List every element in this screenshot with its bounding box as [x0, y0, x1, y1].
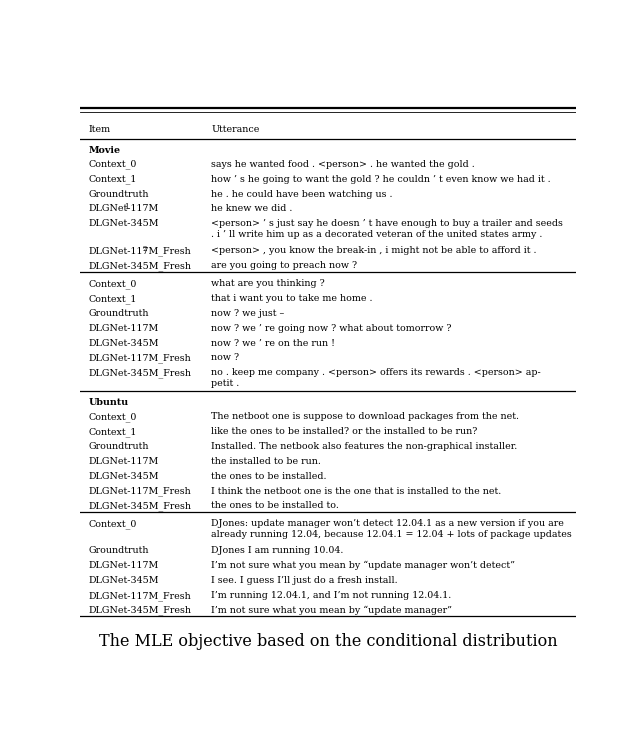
Text: The MLE objective based on the conditional distribution: The MLE objective based on the condition…	[99, 632, 557, 650]
Text: I’m not sure what you mean by “update manager”: I’m not sure what you mean by “update ma…	[211, 606, 452, 615]
Text: says he wanted food . <person> . he wanted the gold .: says he wanted food . <person> . he want…	[211, 160, 475, 169]
Text: Ubuntu: Ubuntu	[89, 398, 129, 407]
Text: Groundtruth: Groundtruth	[89, 190, 149, 199]
Text: DLGNet-117M_Fresh: DLGNet-117M_Fresh	[89, 591, 191, 600]
Text: DLGNet-345M_Fresh: DLGNet-345M_Fresh	[89, 501, 192, 511]
Text: DLGNet-345M_Fresh: DLGNet-345M_Fresh	[89, 368, 192, 378]
Text: 2: 2	[143, 245, 147, 252]
Text: DLGNet-345M: DLGNet-345M	[89, 576, 159, 585]
Text: now ? we ’ re on the run !: now ? we ’ re on the run !	[211, 339, 335, 347]
Text: Context_0: Context_0	[89, 412, 138, 422]
Text: Item: Item	[89, 125, 111, 134]
Text: DLGNet-345M: DLGNet-345M	[89, 339, 159, 347]
Text: the ones to be installed.: the ones to be installed.	[211, 472, 327, 481]
Text: Context_1: Context_1	[89, 175, 138, 185]
Text: DLGNet-345M_Fresh: DLGNet-345M_Fresh	[89, 606, 192, 615]
Text: Context_0: Context_0	[89, 279, 138, 289]
Text: 1: 1	[124, 202, 129, 211]
Text: Context_1: Context_1	[89, 294, 138, 304]
Text: Context_0: Context_0	[89, 160, 138, 170]
Text: I see. I guess I’ll just do a fresh install.: I see. I guess I’ll just do a fresh inst…	[211, 576, 398, 585]
Text: DLGNet-117M: DLGNet-117M	[89, 457, 159, 466]
Text: <person> , you know the break-in , i might not be able to afford it .: <person> , you know the break-in , i mig…	[211, 246, 537, 255]
Text: he knew we did .: he knew we did .	[211, 205, 293, 214]
Text: like the ones to be installed? or the installed to be run?: like the ones to be installed? or the in…	[211, 427, 478, 436]
Text: how ’ s he going to want the gold ? he couldn ’ t even know we had it .: how ’ s he going to want the gold ? he c…	[211, 175, 551, 184]
Text: Groundtruth: Groundtruth	[89, 442, 149, 451]
Text: that i want you to take me home .: that i want you to take me home .	[211, 294, 373, 303]
Text: Movie: Movie	[89, 146, 121, 155]
Text: now ?: now ?	[211, 353, 239, 362]
Text: DJones: update manager won’t detect 12.04.1 as a new version if you are
already : DJones: update manager won’t detect 12.0…	[211, 519, 572, 539]
Text: DLGNet-345M: DLGNet-345M	[89, 219, 159, 228]
Text: Groundtruth: Groundtruth	[89, 546, 149, 555]
Text: Context_0: Context_0	[89, 519, 138, 529]
Text: The netboot one is suppose to download packages from the net.: The netboot one is suppose to download p…	[211, 412, 520, 421]
Text: now ? we ’ re going now ? what about tomorrow ?: now ? we ’ re going now ? what about tom…	[211, 324, 452, 333]
Text: the installed to be run.: the installed to be run.	[211, 457, 321, 466]
Text: Context_1: Context_1	[89, 427, 138, 437]
Text: I’m not sure what you mean by “update manager won’t detect”: I’m not sure what you mean by “update ma…	[211, 561, 515, 571]
Text: what are you thinking ?: what are you thinking ?	[211, 279, 325, 288]
Text: DLGNet-117M_Fresh: DLGNet-117M_Fresh	[89, 353, 191, 363]
Text: DLGNet-117M: DLGNet-117M	[89, 205, 159, 214]
Text: <person> ’ s just say he doesn ’ t have enough to buy a trailer and seeds
. i ’ : <person> ’ s just say he doesn ’ t have …	[211, 219, 563, 239]
Text: Installed. The netbook also features the non-graphical installer.: Installed. The netbook also features the…	[211, 442, 518, 451]
Text: DJones I am running 10.04.: DJones I am running 10.04.	[211, 546, 344, 555]
Text: now ? we just –: now ? we just –	[211, 309, 285, 318]
Text: I think the netboot one is the one that is installed to the net.: I think the netboot one is the one that …	[211, 487, 502, 496]
Text: Groundtruth: Groundtruth	[89, 309, 149, 318]
Text: the ones to be installed to.: the ones to be installed to.	[211, 501, 339, 510]
Text: DLGNet-117M: DLGNet-117M	[89, 561, 159, 570]
Text: DLGNet-345M: DLGNet-345M	[89, 472, 159, 481]
Text: Utterance: Utterance	[211, 125, 260, 134]
Text: DLGNet-117M: DLGNet-117M	[89, 324, 159, 333]
Text: I’m running 12.04.1, and I’m not running 12.04.1.: I’m running 12.04.1, and I’m not running…	[211, 591, 452, 600]
Text: are you going to preach now ?: are you going to preach now ?	[211, 261, 358, 270]
Text: DLGNet-345M_Fresh: DLGNet-345M_Fresh	[89, 261, 192, 271]
Text: he . he could have been watching us .: he . he could have been watching us .	[211, 190, 393, 199]
Text: DLGNet-117M_Fresh: DLGNet-117M_Fresh	[89, 487, 191, 496]
Text: DLGNet-117M_Fresh: DLGNet-117M_Fresh	[89, 246, 191, 256]
Text: no . keep me company . <person> offers its rewards . <person> ap-
petit .: no . keep me company . <person> offers i…	[211, 368, 541, 388]
